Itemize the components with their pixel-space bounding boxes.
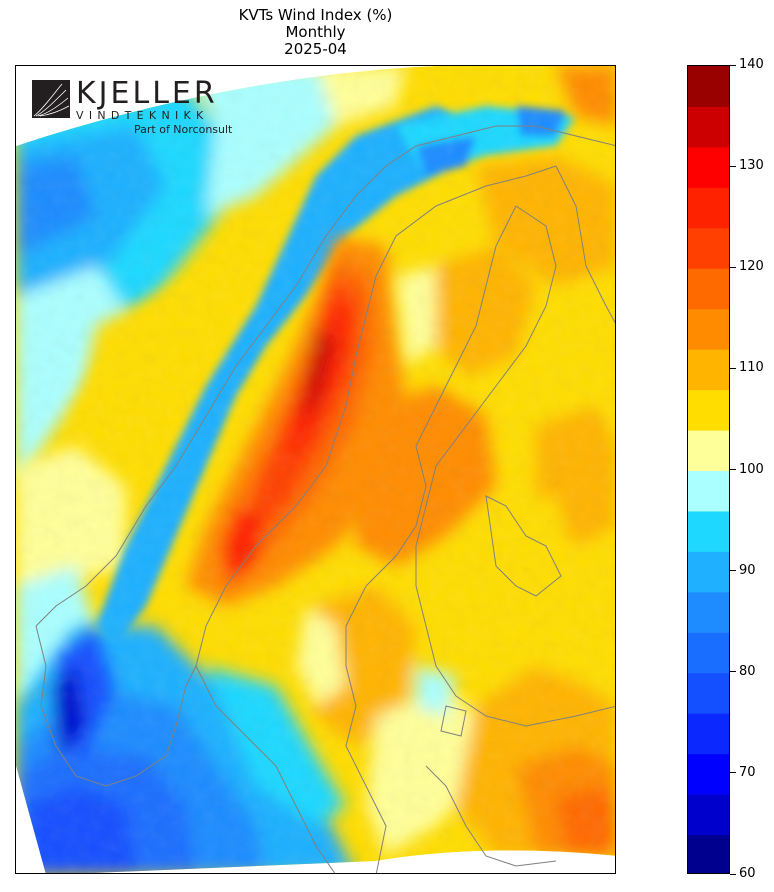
title-line-3: 2025-04 [284, 40, 347, 58]
outside-domain-top [16, 66, 436, 146]
norway-coastline [35, 125, 615, 627]
colorbar-tick-label: 70 [739, 764, 756, 780]
colorbar-band [688, 66, 729, 107]
title-line-2: Monthly [285, 23, 346, 41]
colorbar-band [688, 510, 729, 552]
colorbar-band [688, 834, 729, 873]
lake-outline [485, 495, 562, 597]
south-norway-coastline [35, 625, 197, 787]
colorbar-tick-label: 130 [739, 158, 764, 174]
baltic-coastline [425, 765, 557, 867]
colorbar-band [688, 470, 729, 512]
colorbar-tick [730, 671, 736, 673]
colorbar-tick-label: 60 [739, 866, 756, 881]
island-outline [440, 705, 467, 737]
colorbar-tick [730, 772, 736, 774]
colorbar-tick-label: 100 [739, 461, 764, 477]
colorbar-band [688, 430, 729, 471]
colorbar-band [688, 146, 729, 188]
colorbar-band [688, 389, 729, 431]
logo-mark-icon [32, 80, 70, 118]
colorbar-tick [730, 367, 736, 369]
colorbar-tick [730, 165, 736, 167]
colorbar-tick-label: 110 [739, 360, 764, 376]
colorbar-tick-label: 90 [739, 562, 756, 578]
colorbar-band [688, 794, 729, 836]
outside-domain-bottom [358, 850, 615, 873]
colorbar-band [688, 713, 729, 755]
logo-subtitle: VINDTEKNIKK [76, 109, 209, 122]
chart-title: KVTs Wind Index (%) Monthly 2025-04 [15, 7, 616, 58]
finland-russia-border [555, 165, 615, 324]
colorbar-band [688, 308, 729, 350]
colorbar-band [688, 591, 729, 633]
colorbar-band [688, 551, 729, 593]
bothnia-west-coast [345, 205, 517, 873]
colorbar-tick [730, 469, 736, 470]
finland-coastline [415, 205, 615, 727]
colorbar-band [688, 106, 729, 148]
colorbar-band [688, 227, 729, 269]
colorbar-tick [730, 64, 736, 66]
kjeller-logo: KJELLER VINDTEKNIKK Part of Norconsult [32, 76, 247, 140]
colorbar-swatches [688, 66, 729, 873]
colorbar-tick [730, 873, 736, 875]
colorbar-band [688, 753, 729, 795]
field-texture [16, 66, 615, 873]
colorbar-band [688, 632, 729, 674]
coastlines-and-borders [35, 125, 615, 873]
logo-tagline: Part of Norconsult [134, 123, 233, 136]
norway-sweden-border [195, 165, 557, 667]
colorbar-band [688, 187, 729, 229]
colorbar-tick-label: 80 [739, 663, 756, 679]
colorbar-band [688, 672, 729, 714]
colorbar [687, 65, 730, 874]
sweden-west-coastline [195, 665, 336, 873]
title-line-1: KVTs Wind Index (%) [238, 6, 393, 24]
colorbar-band [688, 349, 729, 391]
logo-wordmark: KJELLER [76, 76, 218, 111]
map-canvas [16, 66, 615, 873]
colorbar-tick [730, 570, 736, 572]
colorbar-tick-label: 140 [739, 57, 764, 72]
colorbar-band [688, 268, 729, 310]
colorbar-tick [730, 266, 736, 268]
colorbar-tick-label: 120 [739, 259, 764, 275]
wind-index-map [15, 65, 616, 874]
